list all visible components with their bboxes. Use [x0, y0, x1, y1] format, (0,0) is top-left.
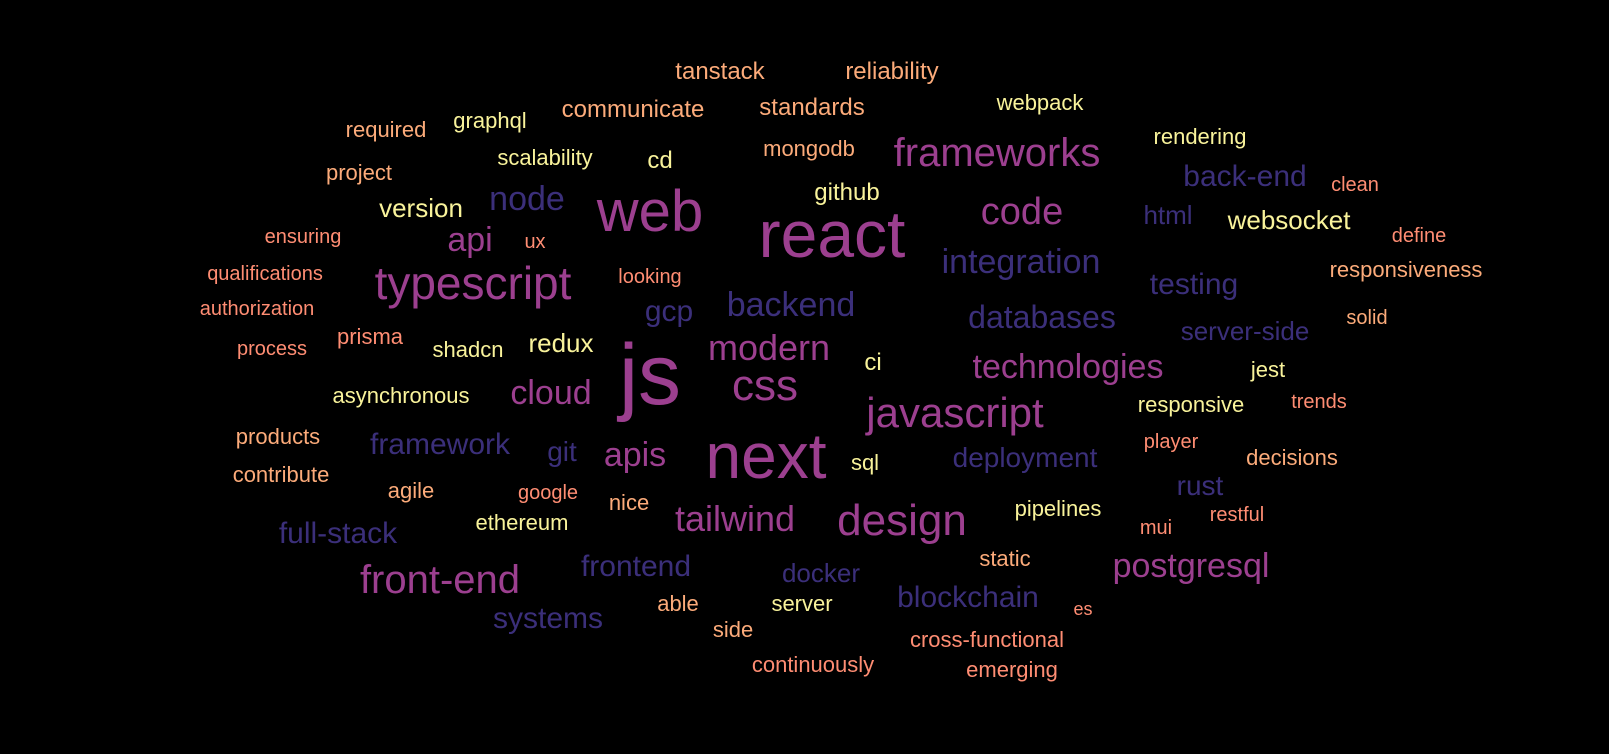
word-systems: systems	[492, 602, 604, 635]
word-pipelines: pipelines	[1014, 496, 1102, 521]
word-react: react	[758, 197, 906, 271]
word-clean: clean	[1331, 174, 1379, 196]
word-player: player	[1143, 431, 1199, 453]
word-mongodb: mongodb	[763, 136, 855, 161]
word-trends: trends	[1291, 391, 1347, 413]
word-css: css	[732, 361, 798, 410]
word-project: project	[325, 160, 393, 185]
word-api: api	[447, 221, 493, 259]
word-server-side: server-side	[1180, 316, 1310, 346]
word-jest: jest	[1250, 357, 1286, 382]
word-reliability: reliability	[845, 58, 939, 85]
word-sql: sql	[850, 450, 880, 475]
word-github: github	[814, 179, 880, 206]
word-google: google	[517, 482, 579, 504]
word-server: server	[771, 591, 833, 616]
word-continuously: continuously	[751, 652, 875, 677]
word-tailwind: tailwind	[674, 498, 796, 539]
word-responsiveness: responsiveness	[1329, 257, 1483, 282]
word-deployment: deployment	[952, 442, 1098, 473]
word-able: able	[657, 591, 699, 616]
word-shadcn: shadcn	[432, 337, 504, 362]
word-js: js	[618, 327, 682, 423]
word-contribute: contribute	[232, 462, 330, 487]
word-html: html	[1143, 200, 1193, 230]
word-backend: backend	[726, 286, 856, 324]
word-databases: databases	[968, 299, 1116, 335]
word-tanstack: tanstack	[675, 58, 765, 85]
word-decisions: decisions	[1246, 445, 1338, 470]
word-cross-functional: cross-functional	[909, 627, 1065, 652]
word-ensuring: ensuring	[264, 226, 342, 248]
word-ux: ux	[524, 231, 546, 253]
word-nice: nice	[608, 490, 650, 515]
word-apis: apis	[603, 436, 667, 474]
word-cloud: cloud	[510, 374, 592, 412]
word-postgresql: postgresql	[1112, 547, 1270, 585]
word-looking: looking	[618, 266, 682, 288]
word-agile: agile	[387, 478, 435, 503]
word-docker: docker	[781, 558, 861, 588]
word-standards: standards	[759, 94, 865, 121]
word-gcp: gcp	[644, 295, 694, 328]
word-technologies: technologies	[972, 348, 1164, 386]
word-front-end: front-end	[359, 558, 521, 602]
word-solid: solid	[1346, 307, 1388, 329]
word-javascript: javascript	[866, 389, 1044, 436]
word-emerging: emerging	[966, 657, 1058, 682]
word-restful: restful	[1209, 504, 1265, 526]
word-webpack: webpack	[996, 90, 1084, 115]
word-web: web	[596, 179, 704, 244]
word-qualifications: qualifications	[207, 263, 323, 285]
word-frontend: frontend	[580, 550, 692, 583]
word-modern: modern	[707, 327, 831, 368]
word-prisma: prisma	[336, 324, 404, 349]
word-design: design	[837, 496, 967, 545]
word-testing: testing	[1149, 268, 1239, 301]
word-version: version	[379, 193, 463, 223]
word-code: code	[980, 191, 1064, 233]
word-framework: framework	[369, 428, 511, 461]
word-static: static	[979, 546, 1031, 571]
word-node: node	[489, 180, 565, 218]
word-websocket: websocket	[1227, 205, 1351, 235]
word-responsive: responsive	[1137, 392, 1245, 417]
word-side: side	[712, 617, 754, 642]
word-ethereum: ethereum	[475, 510, 569, 535]
word-products: products	[235, 424, 321, 449]
word-asynchronous: asynchronous	[332, 383, 470, 408]
word-integration: integration	[941, 243, 1101, 281]
word-authorization: authorization	[199, 298, 315, 320]
word-process: process	[236, 338, 308, 360]
word-git: git	[547, 436, 577, 467]
word-frameworks: frameworks	[893, 131, 1101, 175]
word-graphql: graphql	[453, 108, 527, 133]
word-mui: mui	[1139, 517, 1173, 539]
word-es: es	[1073, 599, 1093, 619]
word-scalability: scalability	[497, 145, 593, 170]
word-typescript: typescript	[374, 257, 572, 309]
word-redux: redux	[528, 328, 594, 358]
word-required: required	[345, 117, 427, 142]
word-rendering: rendering	[1153, 124, 1247, 149]
word-full-stack: full-stack	[278, 517, 398, 550]
word-define: define	[1391, 225, 1447, 247]
word-cd: cd	[647, 147, 673, 174]
word-back-end: back-end	[1183, 160, 1307, 193]
word-blockchain: blockchain	[897, 581, 1039, 614]
word-communicate: communicate	[561, 96, 705, 123]
word-next: next	[705, 420, 827, 492]
word-ci: ci	[864, 349, 882, 376]
word-rust: rust	[1176, 470, 1224, 501]
